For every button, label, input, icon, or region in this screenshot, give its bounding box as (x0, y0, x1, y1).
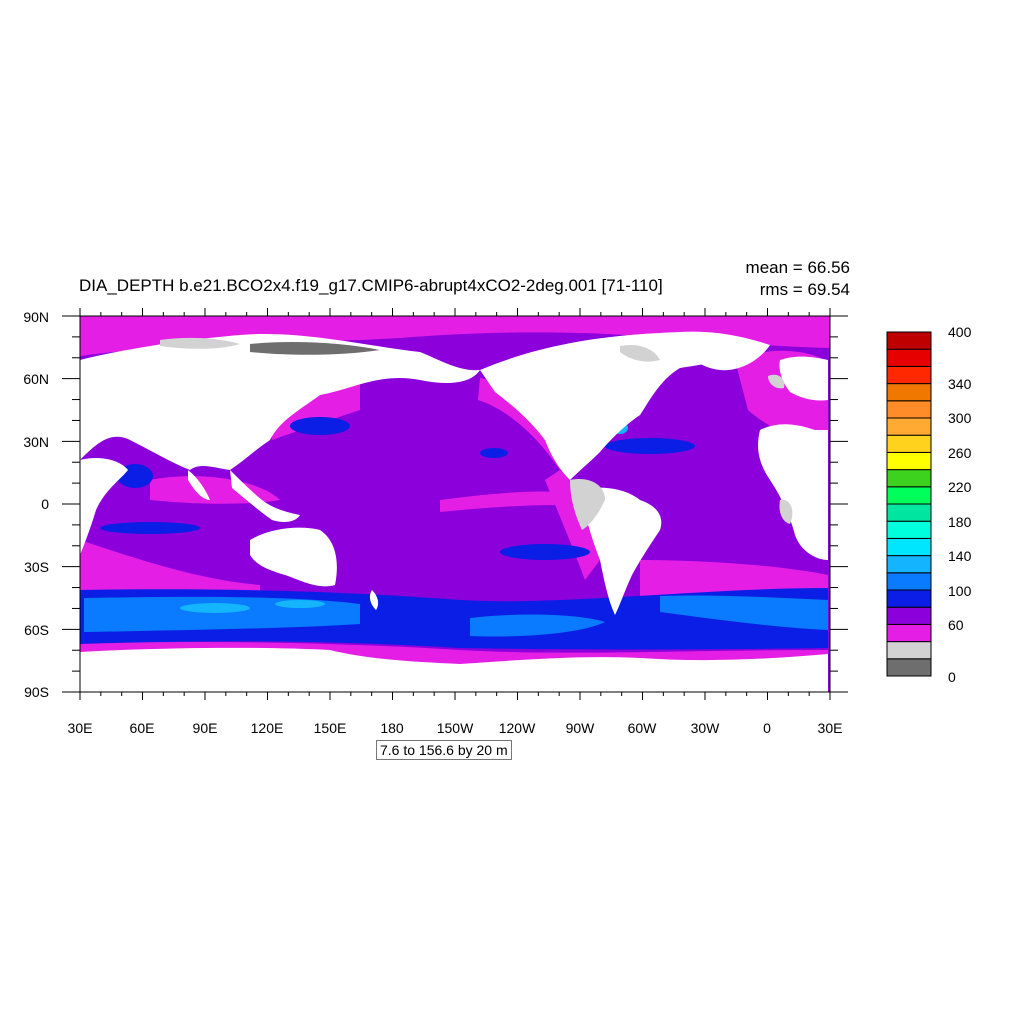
kuroshio-patch (290, 417, 350, 435)
lon-label-150w: 150W (436, 720, 474, 736)
colorbar-box (886, 503, 932, 522)
ice-patch-4 (768, 374, 785, 389)
colorbar-label-220: 220 (948, 479, 972, 495)
south-atlantic-shelf (640, 560, 828, 598)
colorbar-box (886, 331, 932, 350)
arctic-shelf (80, 316, 830, 356)
lat-label-60n: 60N (23, 371, 49, 387)
lon-label-60e: 60E (129, 720, 155, 736)
north-atlantic-patch (605, 438, 695, 454)
ice-patch-1 (160, 337, 240, 349)
lat-label-60s: 60S (24, 622, 49, 638)
southern-peak-australia (275, 600, 325, 608)
colorbar (886, 331, 932, 677)
colorbar-box (886, 400, 932, 419)
australia-land (250, 527, 337, 587)
colorbar-box (886, 417, 932, 436)
colorbar-box (886, 537, 932, 557)
land-masses (80, 331, 828, 692)
colorbar-label-180: 180 (948, 514, 972, 530)
west-africa-land (758, 424, 828, 560)
lat-label-30n: 30N (23, 434, 49, 450)
mean-value: mean = 66.56 (745, 258, 850, 277)
greenland-land (680, 331, 770, 371)
ice-patch-2 (250, 342, 380, 355)
colorbar-box (886, 658, 932, 677)
rms-value: rms = 69.54 (759, 280, 850, 299)
colorbar-label-60: 60 (948, 617, 964, 633)
lat-label-0: 0 (41, 496, 49, 512)
ice-patch-3 (620, 344, 660, 362)
south-pacific-patch (500, 544, 590, 560)
north-pacific-patch (480, 448, 508, 458)
colorbar-box (886, 623, 932, 643)
colorbar-label-300: 300 (948, 410, 972, 426)
colorbar-label-140: 140 (948, 548, 972, 564)
congo-nodata (779, 499, 793, 524)
contour-info-box: 7.6 to 156.6 by 20 m (376, 740, 512, 760)
colorbar-box (886, 365, 932, 385)
amazon-nodata (570, 479, 605, 530)
equatorial-pacific-band (440, 491, 560, 512)
colorbar-box (886, 641, 932, 660)
colorbar-label-0: 0 (948, 669, 956, 685)
southeast-asia-land (230, 470, 300, 523)
colorbar-box (886, 520, 932, 539)
colorbar-box (886, 555, 932, 574)
colorbar-box (886, 469, 932, 488)
lat-label-30s: 30S (24, 559, 49, 575)
new-zealand-land (369, 590, 379, 610)
lon-label-90e: 90E (192, 720, 218, 736)
colorbar-label-260: 260 (948, 445, 972, 461)
south-indian-shelf (80, 540, 260, 600)
colorbar-box (886, 606, 932, 625)
india-land (188, 470, 210, 500)
southern-peak-indian (180, 603, 250, 613)
colorbar-box (886, 486, 932, 505)
lon-label-30e-right: 30E (817, 720, 843, 736)
colorbar-label-340: 340 (948, 376, 972, 392)
southern-core-atlantic (660, 595, 828, 630)
europe-land (779, 356, 828, 401)
axis-ticks (62, 308, 848, 700)
lon-label-0: 0 (763, 720, 771, 736)
south-indian-patch (100, 522, 200, 534)
lon-label-150e: 150E (313, 720, 347, 736)
colorbar-box (886, 348, 932, 367)
eurasia-land (80, 333, 480, 470)
colorbar-label-100: 100 (948, 583, 972, 599)
lon-label-180: 180 (380, 720, 404, 736)
lat-label-90s: 90S (24, 684, 49, 700)
lon-label-60w: 60W (627, 720, 657, 736)
lon-label-120e: 120E (250, 720, 284, 736)
africa-land (80, 458, 128, 555)
antarctica-land (80, 647, 828, 692)
plot-title: DIA_DEPTH b.e21.BCO2x4.f19_g17.CMIP6-abr… (79, 276, 663, 295)
lat-label-90n: 90N (23, 309, 49, 325)
lon-label-30w: 30W (690, 720, 720, 736)
colorbar-box (886, 589, 932, 608)
lon-label-30e: 30E (67, 720, 93, 736)
colorbar-label-400: 400 (948, 324, 972, 340)
lon-label-90w: 90W (565, 720, 595, 736)
colorbar-box (886, 434, 932, 453)
southern-core-pacific (470, 614, 605, 637)
north-america-land (480, 332, 750, 480)
map-area (80, 316, 830, 692)
colorbar-box (886, 451, 932, 471)
colorbar-box (886, 383, 932, 402)
lon-label-120w: 120W (498, 720, 536, 736)
colorbar-box (886, 572, 932, 591)
south-america-land (580, 487, 662, 615)
